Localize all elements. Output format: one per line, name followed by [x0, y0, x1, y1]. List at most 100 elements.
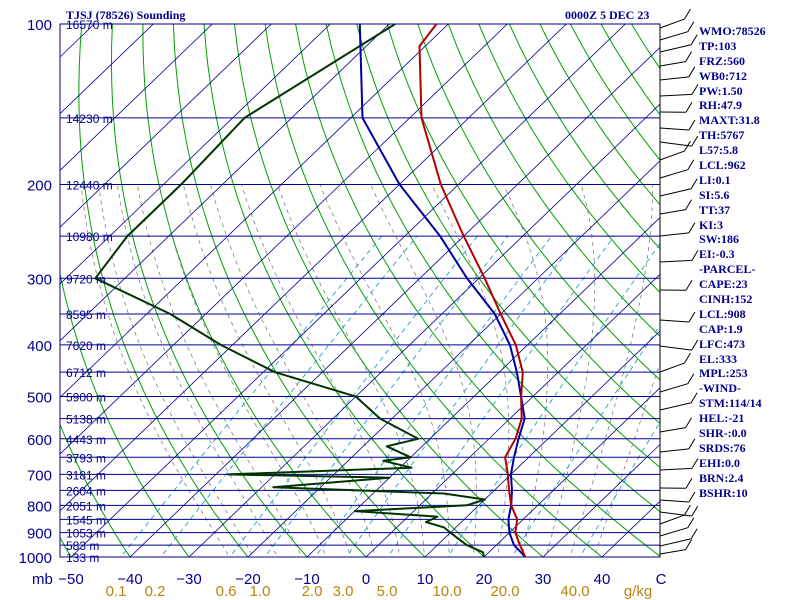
- wind-barb: [659, 44, 692, 53]
- index-19: LCL:908: [699, 306, 746, 321]
- height-label: 3793 m: [66, 451, 106, 465]
- pressure-tick-label: 700: [27, 467, 52, 484]
- temperature-profile: [418, 24, 527, 557]
- wind-barb: [659, 150, 685, 161]
- temperature-tick-label: −40: [117, 571, 142, 588]
- mixing-ratio-lines: [120, 235, 660, 557]
- wind-barb: [659, 259, 692, 263]
- mixing-ratio-line: [387, 235, 615, 557]
- moist-adiabat: [183, 184, 352, 557]
- mixing-ratio-label: 10.0: [432, 583, 461, 600]
- height-label: 133 m: [66, 551, 99, 565]
- mixing-ratio-label: 20.0: [490, 583, 519, 600]
- pressure-unit: mb: [32, 571, 53, 588]
- index-8: L57:5.8: [699, 143, 738, 158]
- index-3: WB0:712: [699, 68, 747, 83]
- index-31: BSHR:10: [699, 485, 748, 500]
- wind-barb: [659, 538, 692, 547]
- moist-adiabat: [137, 184, 303, 557]
- isotherm: [483, 387, 660, 557]
- temperature-tick-label: −20: [235, 571, 260, 588]
- index-10: LI:0.1: [699, 172, 731, 187]
- index-28: SRDS:76: [699, 440, 746, 455]
- indices-panel: WMO:78526 TP:103 FRZ:560 WB0:712 PW:1.50 RH:4…: [699, 24, 799, 501]
- wind-barb: [659, 232, 689, 237]
- wind-barb-flag: [691, 135, 699, 147]
- wind-barb-flag: [687, 517, 695, 528]
- isobars: [59, 23, 661, 558]
- dry-adiabat: [0, 24, 18, 568]
- isotherm: [70, 24, 626, 557]
- wind-barb: [659, 467, 692, 471]
- moist-adiabat: [593, 361, 660, 557]
- wind-barb: [659, 209, 686, 215]
- dry-adiabat: [508, 24, 660, 250]
- dewpoint-profile: [94, 24, 486, 557]
- wind-barb-flag: [688, 438, 696, 450]
- wind-barb-flag: [683, 140, 691, 152]
- isotherm: [60, 24, 390, 342]
- index-25: STM:114/14: [699, 396, 762, 411]
- wind-barb: [659, 514, 685, 525]
- wind-barb: [659, 188, 692, 197]
- index-20: CAP:1.9: [699, 321, 743, 336]
- index-7: TH:5767: [699, 128, 745, 143]
- temperature-tick-label: −30: [176, 571, 201, 588]
- index-9: LCL:962: [699, 158, 746, 173]
- wind-barb-flag: [691, 505, 699, 517]
- height-label: 3181 m: [66, 468, 106, 482]
- wind-barb: [659, 319, 689, 323]
- dry-adiabat: [234, 24, 544, 557]
- isotherm: [60, 24, 213, 172]
- wind-barb-flag: [691, 458, 699, 469]
- index-12: TT:37: [699, 202, 731, 217]
- mixing-ratio-label: 1.0: [250, 583, 271, 600]
- dry-adiabat: [60, 422, 131, 557]
- wind-barb: [659, 511, 692, 517]
- mixing-ratio-label: 0.6: [216, 583, 237, 600]
- index-27: SHR-:0.0: [699, 426, 747, 441]
- pressure-tick-label: 800: [27, 498, 52, 515]
- wind-barb: [659, 18, 685, 29]
- index-16: -PARCEL-: [699, 262, 756, 277]
- pressure-tick-label: 600: [27, 432, 52, 449]
- temperature-tick-label: 30: [535, 571, 552, 588]
- index-17: CAPE:23: [699, 277, 748, 292]
- temperature-tick-label: −50: [58, 571, 83, 588]
- wind-barb: [659, 448, 689, 453]
- wind-barb-flag: [685, 539, 693, 550]
- wind-barb-flag: [690, 392, 698, 403]
- moist-adiabat: [210, 184, 376, 557]
- mixing-ratio-label: 3.0: [333, 583, 354, 600]
- wind-barb-flag: [685, 417, 693, 428]
- temperature-tick-label: 40: [594, 571, 611, 588]
- index-18: CINH:152: [699, 292, 753, 307]
- index-15: EI:-0.3: [699, 247, 735, 262]
- isotherm: [60, 24, 449, 398]
- isotherm: [365, 273, 660, 557]
- wind-barb: [659, 31, 688, 41]
- index-11: SI:5.6: [699, 187, 730, 202]
- wind-barb-flag: [683, 352, 691, 364]
- dry-adiabat: [478, 24, 660, 294]
- wind-barb: [659, 499, 689, 503]
- wind-barb: [659, 362, 685, 373]
- height-label: 2051 m: [66, 499, 106, 513]
- index-0: WMO:78526: [699, 24, 766, 38]
- height-label: 5900 m: [66, 391, 106, 405]
- wind-barb-flag: [691, 84, 699, 95]
- moist-adiabat: [503, 184, 549, 557]
- height-label: 1053 m: [66, 527, 106, 541]
- isotherm: [247, 160, 660, 557]
- moist-adiabat: [569, 184, 653, 557]
- isotherm: [188, 103, 660, 557]
- wind-barb-flag: [687, 159, 695, 170]
- wind-barb: [659, 345, 692, 351]
- height-label: 16570 m: [66, 18, 113, 32]
- index-14: SW:186: [699, 232, 740, 247]
- wind-barb: [659, 549, 686, 555]
- moist-adiabat: [319, 184, 450, 557]
- height-label: 4443 m: [66, 433, 106, 447]
- mixing-ratio-label: 0.1: [106, 583, 127, 600]
- height-label: 2604 m: [66, 484, 106, 498]
